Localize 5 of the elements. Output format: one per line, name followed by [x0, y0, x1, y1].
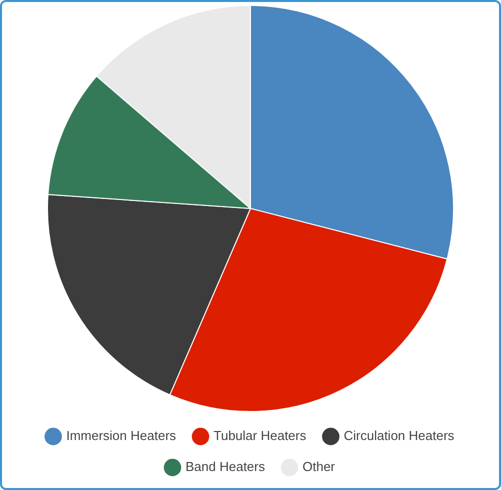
legend-label: Band Heaters	[186, 459, 266, 474]
legend-label: Immersion Heaters	[66, 428, 177, 444]
legend-label: Tubular Heaters	[214, 428, 307, 444]
legend-label: Circulation Heaters	[344, 428, 455, 444]
legend-label: Other	[302, 459, 336, 474]
